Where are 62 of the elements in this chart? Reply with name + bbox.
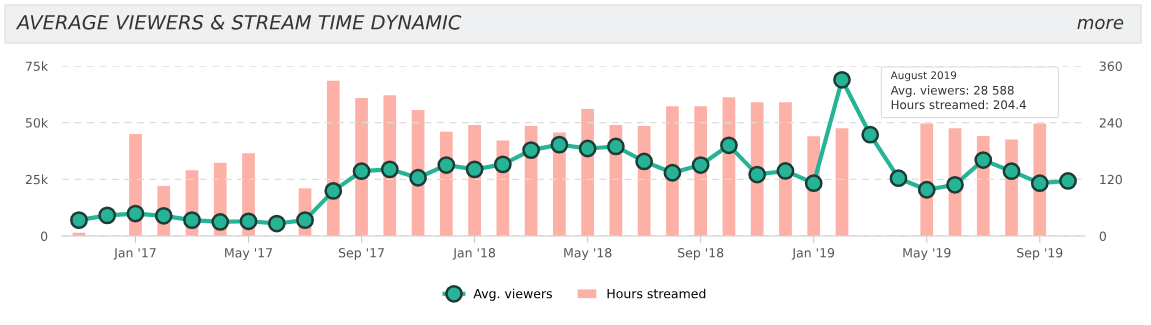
point bbox=[409, 168, 427, 187]
x-tick-label: May '17 bbox=[225, 248, 273, 260]
x-tick-label: May '18 bbox=[564, 248, 612, 260]
point bbox=[352, 162, 371, 181]
point bbox=[833, 70, 851, 89]
point bbox=[720, 136, 738, 155]
point bbox=[154, 206, 173, 225]
bar bbox=[835, 128, 849, 236]
y-tick-label: 75k bbox=[25, 61, 49, 71]
point bbox=[550, 135, 569, 154]
x-tick-label: Sep '17 bbox=[338, 248, 384, 260]
point bbox=[607, 137, 625, 156]
point bbox=[493, 155, 512, 174]
legend-label: Avg. viewers bbox=[473, 288, 552, 301]
point bbox=[437, 156, 456, 174]
y2-tick-label: 240 bbox=[1099, 118, 1122, 128]
point bbox=[804, 174, 823, 193]
point bbox=[211, 213, 230, 231]
point bbox=[691, 156, 710, 174]
point bbox=[126, 204, 145, 223]
point bbox=[70, 211, 88, 230]
point bbox=[946, 175, 964, 194]
y2-tick-label: 360 bbox=[1099, 61, 1122, 71]
y-tick-label: 0 bbox=[40, 231, 48, 241]
point bbox=[324, 182, 343, 200]
point bbox=[635, 152, 654, 171]
point bbox=[239, 212, 258, 231]
point bbox=[1030, 174, 1049, 193]
point bbox=[296, 211, 314, 230]
y-tick-label: 25k bbox=[25, 174, 49, 185]
point bbox=[1059, 172, 1077, 190]
point bbox=[380, 160, 399, 179]
annotation: Avg. viewers: 28 588 bbox=[890, 85, 1014, 97]
bar bbox=[326, 80, 340, 236]
x-tick-label: Sep '19 bbox=[1017, 248, 1063, 260]
x-tick-label: Jan '18 bbox=[452, 248, 496, 260]
point bbox=[98, 206, 117, 225]
point bbox=[889, 169, 908, 188]
y2-tick-label: 120 bbox=[1100, 174, 1122, 185]
annotation: Hours streamed: 204.4 bbox=[891, 100, 1026, 110]
point bbox=[917, 180, 936, 199]
text: more bbox=[1077, 18, 1124, 30]
point bbox=[776, 162, 795, 180]
chart-title: AVERAGE VIEWERS & STREAM TIME DYNAMIC bbox=[15, 14, 462, 30]
point bbox=[861, 125, 880, 144]
x-tick-label: Jan '17 bbox=[113, 248, 156, 260]
point bbox=[183, 211, 201, 230]
point bbox=[974, 151, 993, 169]
point bbox=[748, 165, 767, 184]
x-tick-label: Sep '18 bbox=[678, 248, 724, 260]
point bbox=[578, 139, 597, 158]
point bbox=[465, 160, 484, 179]
legend-label: Hours streamed bbox=[607, 288, 706, 299]
x-tick-label: May '19 bbox=[903, 248, 951, 260]
point bbox=[663, 163, 682, 182]
y2-tick-label: 0 bbox=[1099, 231, 1107, 241]
point bbox=[522, 141, 540, 159]
point bbox=[1002, 162, 1021, 181]
point bbox=[267, 214, 286, 233]
annotation: August 2019 bbox=[890, 71, 957, 82]
x-tick-label: Jan '19 bbox=[791, 248, 835, 260]
y-tick-label: 50k bbox=[25, 117, 49, 128]
